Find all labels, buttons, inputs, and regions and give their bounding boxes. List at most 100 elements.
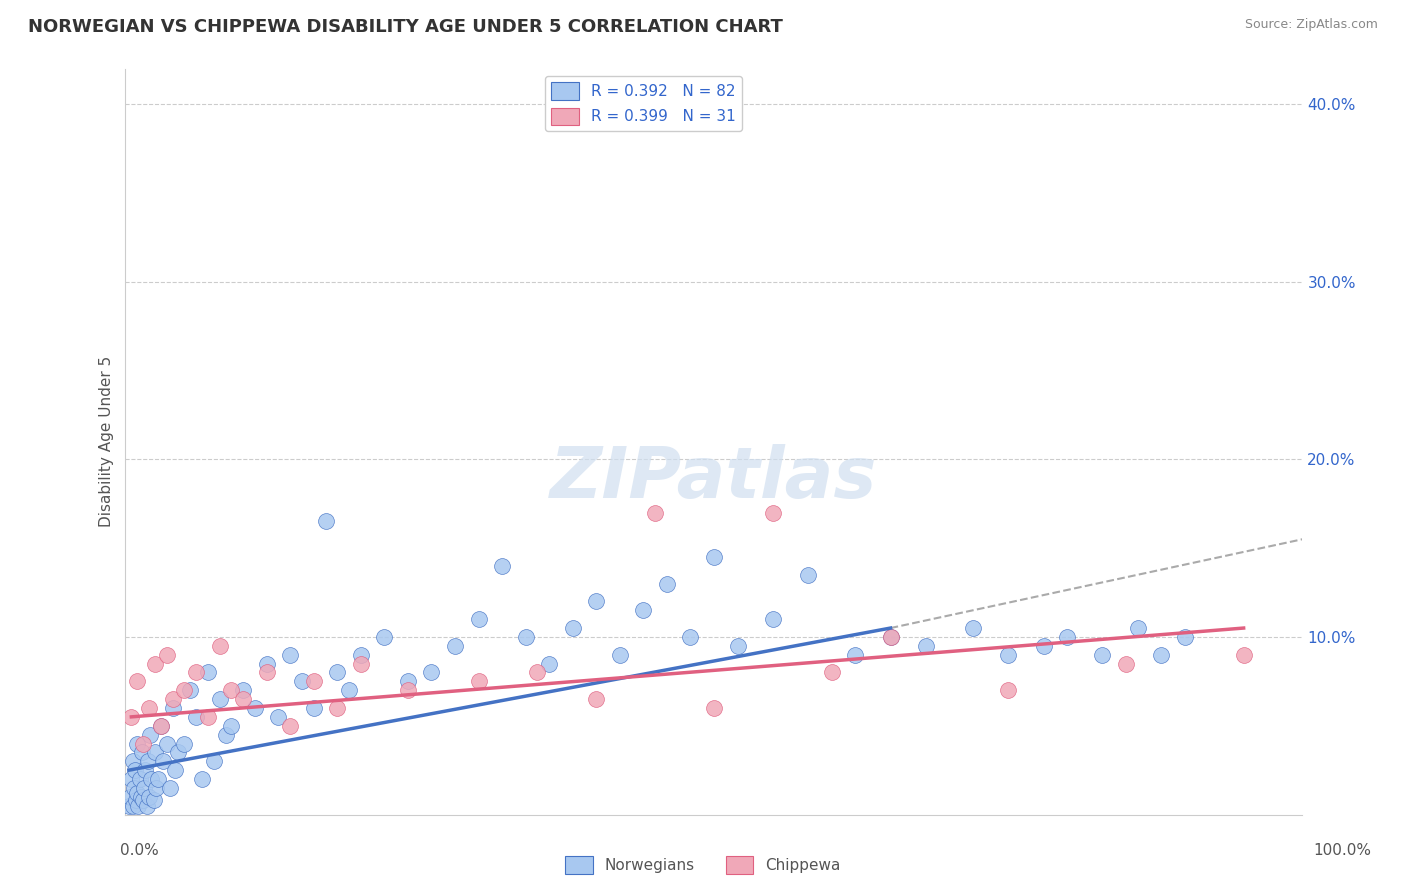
- Point: [1115, 657, 1137, 671]
- Point: [121, 754, 143, 768]
- Point: [844, 648, 866, 662]
- Point: [214, 728, 236, 742]
- Point: [821, 665, 844, 680]
- Point: [302, 701, 325, 715]
- Point: [197, 710, 219, 724]
- Point: [373, 630, 395, 644]
- Point: [138, 701, 160, 715]
- Point: [121, 798, 143, 813]
- Point: [315, 515, 337, 529]
- Point: [145, 780, 167, 795]
- Point: [797, 567, 820, 582]
- Point: [762, 612, 785, 626]
- Point: [141, 772, 163, 786]
- Point: [396, 674, 419, 689]
- Point: [291, 674, 314, 689]
- Point: [1056, 630, 1078, 644]
- Point: [1233, 648, 1256, 662]
- Point: [143, 657, 166, 671]
- Point: [179, 683, 201, 698]
- Point: [149, 719, 172, 733]
- Point: [131, 745, 153, 759]
- Point: [120, 789, 142, 804]
- Point: [879, 630, 901, 644]
- Point: [526, 665, 548, 680]
- Point: [444, 639, 467, 653]
- Text: Source: ZipAtlas.com: Source: ZipAtlas.com: [1244, 18, 1378, 31]
- Point: [163, 763, 186, 777]
- Point: [326, 665, 349, 680]
- Point: [162, 692, 184, 706]
- Point: [467, 612, 489, 626]
- Y-axis label: Disability Age Under 5: Disability Age Under 5: [100, 356, 114, 527]
- Point: [221, 719, 243, 733]
- Point: [191, 772, 214, 786]
- Point: [135, 798, 157, 813]
- Point: [278, 719, 301, 733]
- Point: [1150, 648, 1173, 662]
- Point: [997, 683, 1019, 698]
- Point: [1126, 621, 1149, 635]
- Point: [326, 701, 349, 715]
- Point: [136, 754, 159, 768]
- Point: [184, 665, 207, 680]
- Point: [1091, 648, 1114, 662]
- Point: [173, 683, 195, 698]
- Point: [120, 772, 142, 786]
- Point: [1032, 639, 1054, 653]
- Point: [302, 674, 325, 689]
- Text: ZIPatlas: ZIPatlas: [550, 444, 877, 513]
- Point: [173, 737, 195, 751]
- Point: [124, 763, 146, 777]
- Point: [162, 701, 184, 715]
- Point: [655, 576, 678, 591]
- Point: [208, 692, 231, 706]
- Point: [132, 737, 155, 751]
- Point: [156, 737, 179, 751]
- Point: [491, 558, 513, 573]
- Point: [118, 798, 141, 813]
- Point: [644, 506, 666, 520]
- Point: [703, 549, 725, 564]
- Point: [350, 657, 373, 671]
- Point: [962, 621, 984, 635]
- Point: [152, 754, 174, 768]
- Point: [703, 701, 725, 715]
- Point: [184, 710, 207, 724]
- Point: [120, 710, 142, 724]
- Point: [467, 674, 489, 689]
- Point: [148, 772, 170, 786]
- Point: [127, 798, 149, 813]
- Point: [127, 737, 149, 751]
- Point: [679, 630, 702, 644]
- Point: [149, 719, 172, 733]
- Point: [159, 780, 181, 795]
- Point: [420, 665, 443, 680]
- Point: [202, 754, 225, 768]
- Legend: Norwegians, Chippewa: Norwegians, Chippewa: [560, 850, 846, 880]
- Point: [997, 648, 1019, 662]
- Point: [232, 683, 254, 698]
- Point: [122, 780, 145, 795]
- Point: [208, 639, 231, 653]
- Point: [350, 648, 373, 662]
- Point: [142, 793, 165, 807]
- Point: [538, 657, 561, 671]
- Point: [138, 789, 160, 804]
- Point: [633, 603, 655, 617]
- Point: [125, 793, 148, 807]
- Text: 0.0%: 0.0%: [120, 843, 159, 858]
- Point: [197, 665, 219, 680]
- Point: [232, 692, 254, 706]
- Point: [167, 745, 190, 759]
- Point: [609, 648, 631, 662]
- Point: [127, 674, 149, 689]
- Point: [256, 657, 278, 671]
- Point: [134, 763, 156, 777]
- Point: [278, 648, 301, 662]
- Point: [515, 630, 537, 644]
- Point: [139, 728, 162, 742]
- Point: [132, 793, 155, 807]
- Point: [914, 639, 936, 653]
- Text: NORWEGIAN VS CHIPPEWA DISABILITY AGE UNDER 5 CORRELATION CHART: NORWEGIAN VS CHIPPEWA DISABILITY AGE UND…: [28, 18, 783, 36]
